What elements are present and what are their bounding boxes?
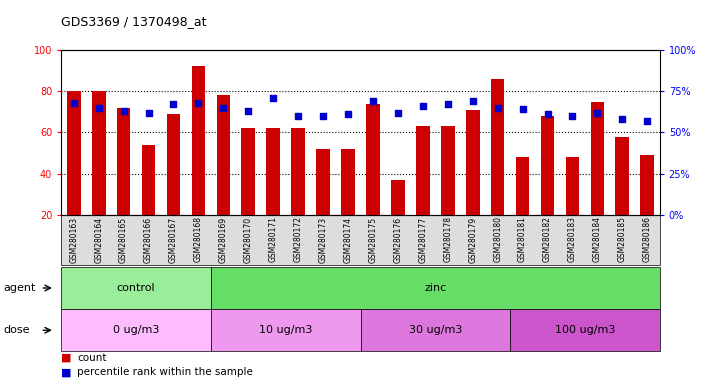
Text: percentile rank within the sample: percentile rank within the sample <box>77 367 253 377</box>
Bar <box>317 149 330 257</box>
Point <box>93 105 105 111</box>
Text: control: control <box>117 283 156 293</box>
Point <box>442 101 454 108</box>
Text: GDS3369 / 1370498_at: GDS3369 / 1370498_at <box>61 15 207 28</box>
Text: agent: agent <box>4 283 36 293</box>
Point <box>193 100 204 106</box>
Point <box>267 95 279 101</box>
Bar <box>466 110 479 257</box>
Bar <box>341 149 355 257</box>
Point <box>143 109 154 116</box>
Point <box>118 108 129 114</box>
Point <box>541 111 553 118</box>
Point <box>567 113 578 119</box>
Text: count: count <box>77 353 107 363</box>
Text: 0 ug/m3: 0 ug/m3 <box>113 325 159 335</box>
Point <box>616 116 628 122</box>
Bar <box>590 101 604 257</box>
Point <box>642 118 653 124</box>
Bar <box>216 95 230 257</box>
Point <box>367 98 379 104</box>
Point <box>218 105 229 111</box>
Bar <box>366 104 380 257</box>
Point <box>392 109 404 116</box>
Point <box>417 103 428 109</box>
Bar <box>192 66 205 257</box>
Text: zinc: zinc <box>424 283 446 293</box>
Point <box>168 101 180 108</box>
Bar <box>541 116 554 257</box>
Text: 30 ug/m3: 30 ug/m3 <box>409 325 462 335</box>
Bar <box>491 79 505 257</box>
Point <box>68 100 79 106</box>
Text: dose: dose <box>4 325 30 335</box>
Bar <box>640 155 654 257</box>
Bar <box>242 128 255 257</box>
Point <box>293 113 304 119</box>
Bar <box>117 108 131 257</box>
Point <box>492 105 503 111</box>
Text: ■: ■ <box>61 353 72 363</box>
Point <box>242 108 254 114</box>
Point <box>592 109 603 116</box>
Bar <box>167 114 180 257</box>
Bar <box>291 128 305 257</box>
Bar <box>266 128 280 257</box>
Bar <box>516 157 529 257</box>
Bar <box>416 126 430 257</box>
Bar <box>67 91 81 257</box>
Point <box>317 113 329 119</box>
Bar <box>616 137 629 257</box>
Bar <box>565 157 579 257</box>
Bar <box>391 180 404 257</box>
Point <box>342 111 354 118</box>
Text: 10 ug/m3: 10 ug/m3 <box>259 325 312 335</box>
Point <box>467 98 479 104</box>
Bar <box>92 91 105 257</box>
Text: 100 ug/m3: 100 ug/m3 <box>554 325 615 335</box>
Text: ■: ■ <box>61 367 72 377</box>
Bar <box>142 145 156 257</box>
Bar <box>441 126 455 257</box>
Point <box>517 106 528 113</box>
